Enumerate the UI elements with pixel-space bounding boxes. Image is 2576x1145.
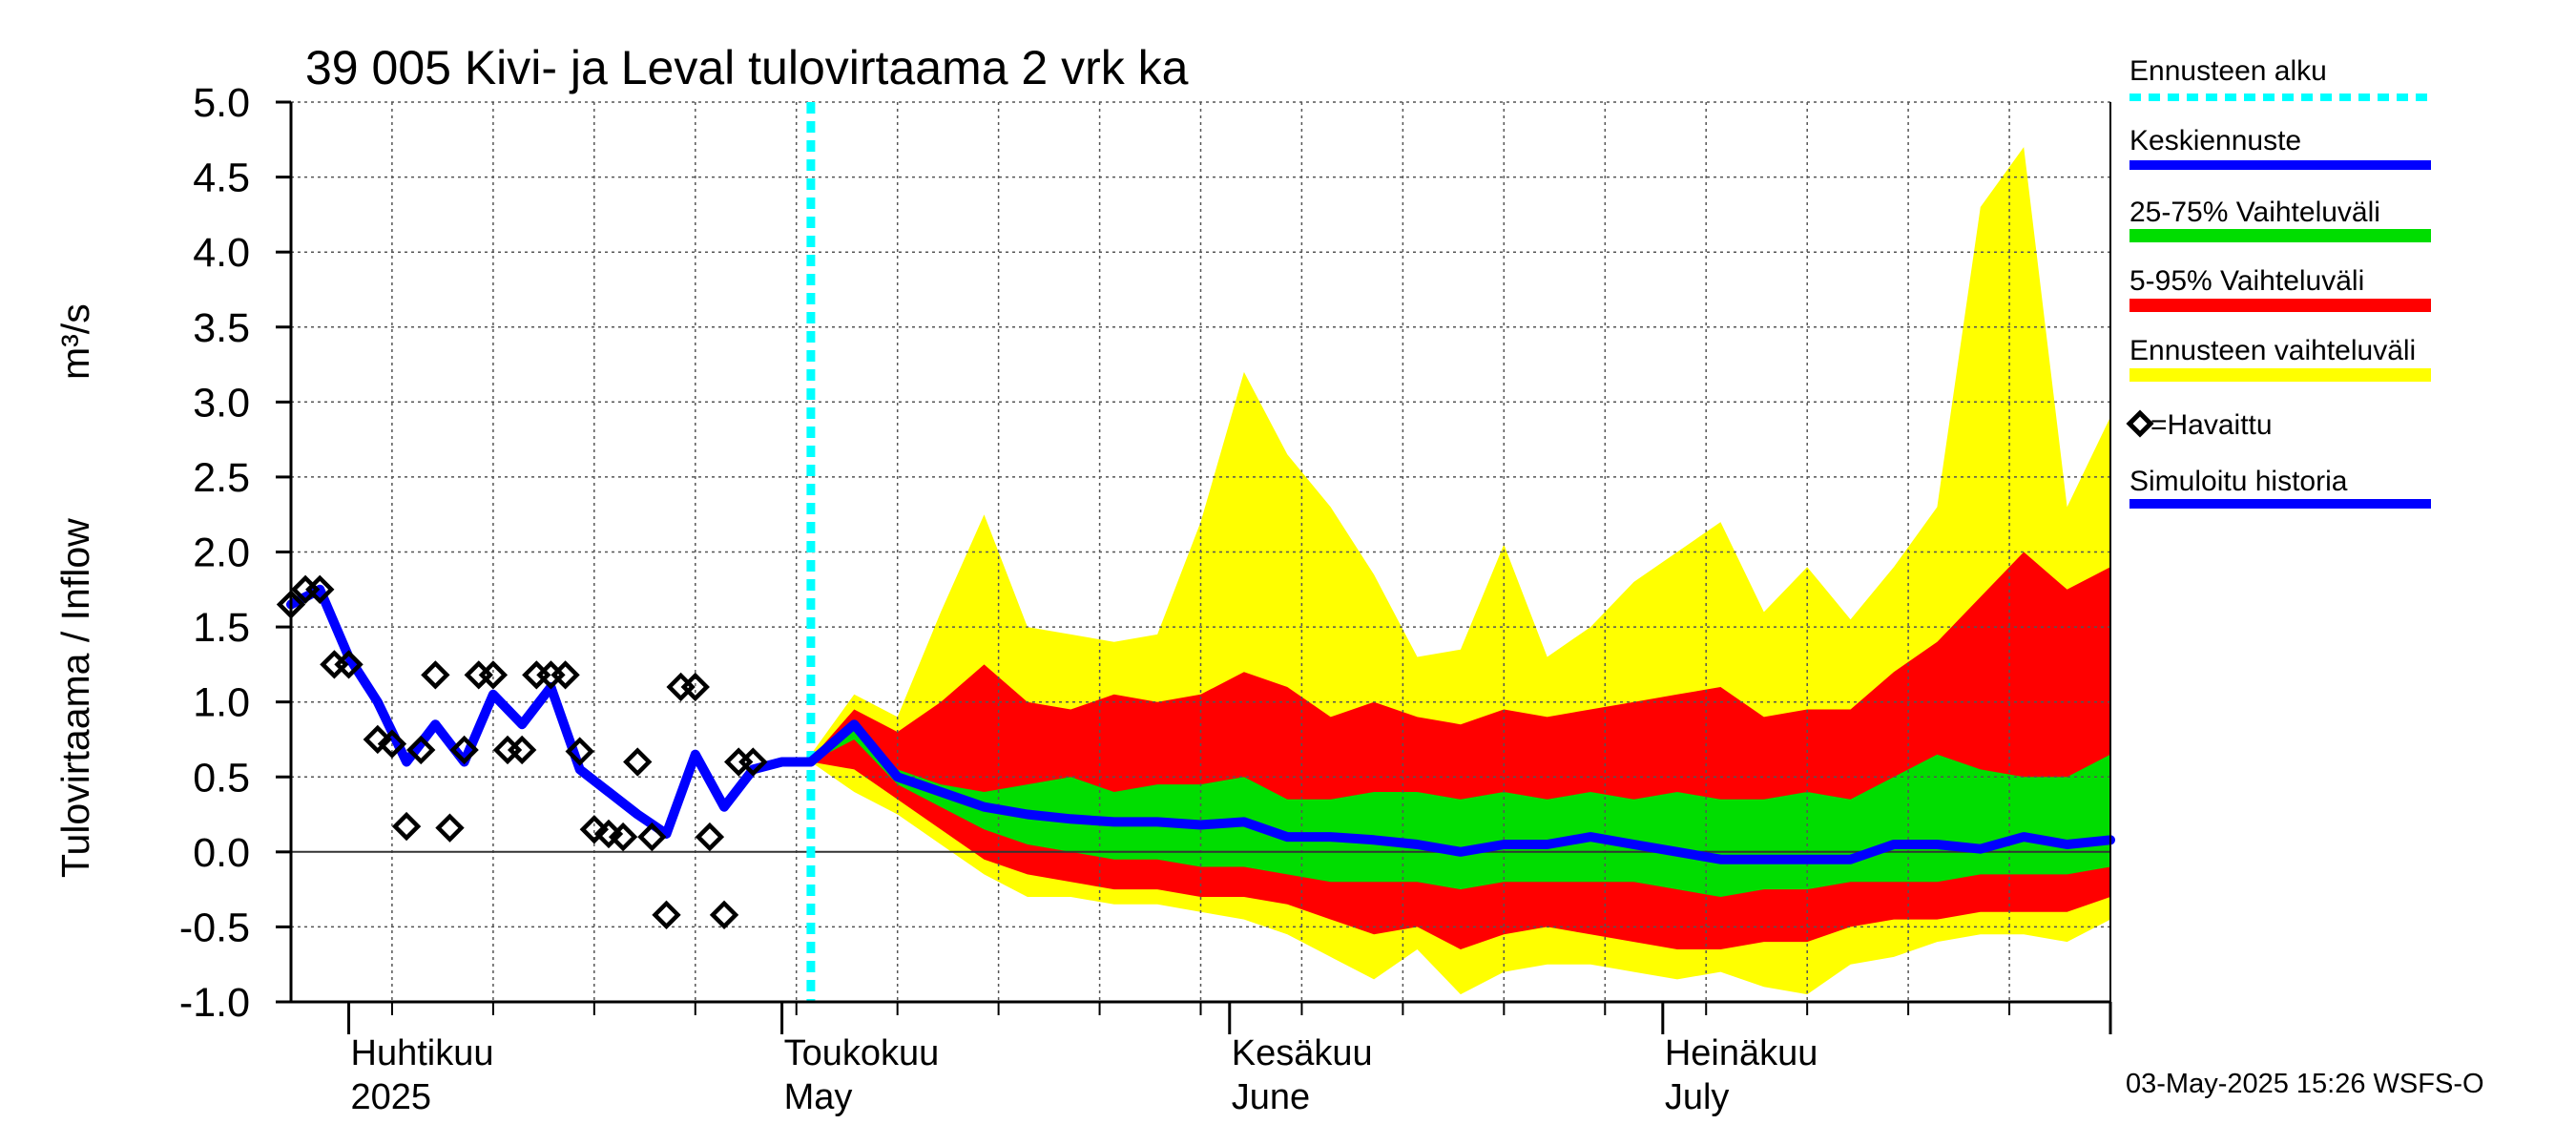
y-tick-label: 3.0 — [193, 380, 250, 426]
legend-label-4: 5-95% Vaihteluväli — [2129, 265, 2364, 297]
y-axis-label-group: Tulovirtaama / Inflow m³/s — [53, 303, 97, 878]
observed-point-30 — [709, 900, 739, 930]
legend-label-observed: =Havaittu — [2150, 409, 2273, 441]
observed-point-26 — [652, 900, 681, 930]
y-axis-unit: m³/s — [53, 303, 97, 380]
y-tick-label: 1.5 — [193, 605, 250, 651]
forecast-bands — [810, 147, 2110, 995]
x-month-label-fi: Kesäkuu — [1232, 1033, 1373, 1073]
observed-point-9 — [406, 735, 436, 765]
y-tick-label: 2.5 — [193, 455, 250, 501]
observed-point-28 — [680, 672, 710, 702]
y-tick-label: 3.5 — [193, 305, 250, 351]
y-tick-label: 4.0 — [193, 230, 250, 276]
y-tick-label: -1.0 — [179, 980, 250, 1026]
legend-observed-icon — [2126, 409, 2154, 438]
observed-point-10 — [421, 660, 450, 690]
observed-point-12 — [449, 735, 479, 765]
y-axis-label: Tulovirtaama / Inflow — [53, 518, 97, 878]
legend: Ennusteen alku Keskiennuste 25-75% Vaihtel… — [2126, 55, 2431, 509]
grid-lines — [291, 101, 2110, 1003]
legend-label-5: Ennusteen vaihteluväli — [2129, 335, 2416, 366]
observed-point-16 — [507, 735, 537, 765]
y-tick-label: -0.5 — [179, 905, 250, 950]
x-month-label-fi: Heinäkuu — [1665, 1033, 1818, 1073]
y-tick-label: 4.5 — [193, 156, 250, 201]
observed-point-29 — [695, 822, 725, 852]
legend-label-1: Ennusteen alku — [2129, 55, 2327, 87]
observed-point-3 — [305, 574, 335, 604]
observed-point-19 — [551, 660, 580, 690]
x-month-label-fi: Huhtikuu — [351, 1033, 494, 1073]
observed-point-11 — [435, 813, 465, 843]
observed-point-24 — [623, 747, 653, 777]
band-3 — [810, 724, 2110, 897]
x-month-label-en: June — [1232, 1077, 1310, 1117]
y-tick-label: 2.0 — [193, 531, 250, 576]
y-axis-ticks: 5.0 4.5 4.0 3.5 3.0 2.5 2.0 1.5 1.0 0.5 0.0 -0.5 -1.… — [179, 80, 291, 1026]
observed-point-32 — [738, 747, 768, 777]
observed-point-14 — [478, 660, 509, 690]
observed-point-20 — [565, 737, 594, 766]
x-month-label-en: 2025 — [351, 1077, 432, 1117]
observed-point-5 — [334, 650, 364, 679]
x-month-label-fi: Toukokuu — [784, 1033, 940, 1073]
observed-point-7 — [377, 729, 407, 759]
legend-label-7: Simuloitu historia — [2129, 466, 2348, 497]
legend-label-2: Keskiennuste — [2129, 125, 2301, 156]
observed-point-25 — [637, 822, 667, 852]
line-1 — [805, 719, 2115, 864]
y-tick-label: 0.0 — [193, 830, 250, 876]
x-month-label-en: July — [1665, 1077, 1730, 1117]
observed-point-6 — [363, 724, 392, 755]
y-tick-label: 1.0 — [193, 680, 250, 726]
y-tick-label: 0.5 — [193, 755, 250, 801]
chart-title: 39 005 Kivi- ja Leval tulovirtaama 2 vrk… — [305, 41, 1189, 94]
observed-point-21 — [579, 815, 610, 844]
observed-point-8 — [391, 811, 422, 842]
observed-point-23 — [608, 822, 638, 852]
footer-timestamp: 03-May-2025 15:26 WSFS-O — [2126, 1069, 2484, 1099]
x-month-label-en: May — [784, 1077, 853, 1117]
legend-label-3: 25-75% Vaihteluväli — [2129, 197, 2380, 228]
observed-markers — [276, 574, 768, 930]
y-tick-label: 5.0 — [193, 80, 250, 126]
